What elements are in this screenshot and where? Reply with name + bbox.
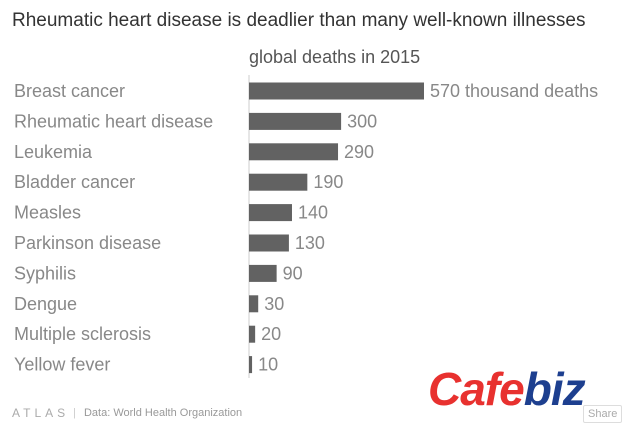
value-label-multiple-sclerosis: 20 [261,324,281,344]
bar-bladder-cancer [249,173,308,191]
value-label-parkinson-disease: 130 [295,233,325,253]
bar-breast-cancer [249,82,424,100]
value-label-rheumatic-heart-disease: 300 [347,111,377,131]
category-label-yellow-fever: Yellow fever [14,355,110,375]
value-label-dengue: 30 [264,294,284,314]
value-label-measles: 140 [298,203,328,223]
cafebiz-logo: Cafebiz [428,362,586,416]
value-label-yellow-fever: 10 [258,355,278,375]
chart-subtitle: global deaths in 2015 [249,47,421,67]
value-label-bladder-cancer: 190 [313,172,343,192]
category-label-multiple-sclerosis: Multiple sclerosis [14,324,151,344]
bar-measles [249,204,292,222]
bar-multiple-sclerosis [249,325,256,343]
category-label-measles: Measles [14,203,81,223]
share-button[interactable]: Share [583,405,623,423]
category-label-rheumatic-heart-disease: Rheumatic heart disease [14,111,213,131]
bar-leukemia [249,143,339,161]
bar-rheumatic-heart-disease [249,112,342,130]
bar-dengue [249,295,259,313]
value-label-leukemia: 290 [344,142,374,162]
footer: ATLAS | Data: World Health Organization [12,406,242,420]
category-label-dengue: Dengue [14,294,77,314]
category-label-breast-cancer: Breast cancer [14,81,125,101]
chart-title: Rheumatic heart disease is deadlier than… [12,10,586,31]
footer-separator: | [73,407,76,419]
atlas-brand: ATLAS [12,406,70,420]
category-label-bladder-cancer: Bladder cancer [14,172,135,192]
value-label-breast-cancer: 570 thousand deaths [430,81,598,101]
logo-part-biz: biz [523,363,586,415]
bar-syphilis [249,264,277,282]
bar-chart: Breast cancer 570 thousand deaths Rheumati… [14,75,598,378]
category-label-leukemia: Leukemia [14,142,93,162]
category-label-parkinson-disease: Parkinson disease [14,233,161,253]
logo-part-cafe: Cafe [428,363,525,415]
data-source: Data: World Health Organization [83,407,243,419]
category-label-syphilis: Syphilis [14,263,76,283]
value-label-syphilis: 90 [283,263,303,283]
bar-parkinson-disease [249,234,289,252]
bar-yellow-fever [249,356,253,374]
